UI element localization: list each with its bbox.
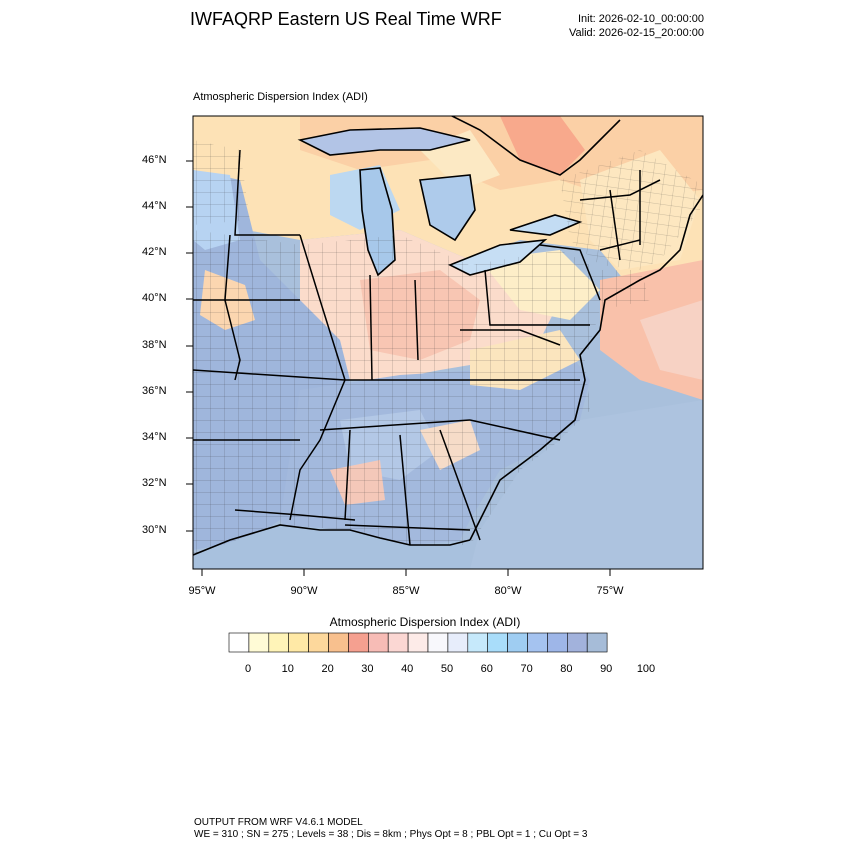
colorbar-tick-label: 20 — [321, 663, 334, 675]
colorbar-box — [527, 632, 548, 653]
colorbar-box — [308, 632, 329, 653]
colorbar-tick-label: 50 — [440, 663, 454, 675]
colorbar-box — [566, 632, 588, 653]
lon-label: 80°W — [494, 585, 522, 597]
colorbar-box — [367, 632, 389, 653]
lon-label: 95°W — [188, 585, 216, 597]
colorbar-tick-label: 10 — [281, 663, 294, 675]
colorbar-box — [228, 632, 250, 653]
lat-ticks — [186, 160, 193, 532]
colorbar-box — [268, 632, 289, 653]
colorbar-title: Atmospheric Dispersion Index (ADI) — [329, 615, 521, 629]
colorbar-tick-label: 40 — [401, 663, 414, 675]
colorbar-box — [447, 632, 469, 653]
colorbar-box — [348, 632, 369, 653]
lon-label: 90°W — [290, 585, 318, 597]
colorbar-box — [387, 632, 409, 653]
colorbar-tick-label: 80 — [560, 663, 573, 675]
footer-model-line: OUTPUT FROM WRF V4.6.1 MODEL — [194, 817, 363, 828]
coastlines — [193, 116, 703, 556]
gulf-water — [193, 525, 470, 569]
colorbar-box — [407, 632, 429, 653]
valid-time: Valid: 2026-02-15_20:00:00 — [569, 27, 704, 39]
colorbar-box — [427, 632, 449, 653]
lat-label: 44°N — [142, 200, 167, 212]
colorbar-box — [586, 632, 608, 653]
lat-label: 32°N — [142, 477, 167, 489]
colorbar-box — [248, 632, 270, 653]
lon-label: 75°W — [596, 585, 624, 597]
map-field — [193, 116, 703, 569]
colorbar-box — [288, 632, 309, 653]
lat-label: 40°N — [142, 292, 167, 304]
colorbar-box — [547, 632, 568, 653]
lat-label: 34°N — [142, 431, 167, 443]
lake-superior — [300, 128, 470, 155]
main-title: IWFAQRP Eastern US Real Time WRF — [190, 9, 502, 29]
colorbar-tick-label: 90 — [600, 663, 613, 675]
atlantic-pink — [640, 300, 703, 380]
footer-config-line: WE = 310 ; SN = 275 ; Levels = 38 ; Dis … — [194, 829, 588, 840]
lat-label: 42°N — [142, 246, 167, 258]
colorbar-tick-label: 0 — [244, 663, 252, 675]
lat-label: 38°N — [142, 339, 167, 351]
colorbar-tick-label: 70 — [520, 663, 533, 675]
state-borders — [193, 149, 641, 546]
colorbar — [228, 632, 608, 653]
map-subtitle: Atmospheric Dispersion Index (ADI) — [193, 91, 368, 103]
county-grid-mn — [193, 140, 250, 225]
lon-label: 85°W — [392, 585, 420, 597]
lat-label: 46°N — [142, 154, 167, 166]
county-grid — [193, 230, 650, 555]
map-frame — [192, 115, 704, 570]
lat-label: 30°N — [142, 524, 167, 536]
lon-ticks — [201, 569, 611, 576]
lat-label: 36°N — [142, 385, 167, 397]
colorbar-tick-label: 60 — [480, 663, 493, 675]
colorbar-tick-label: 100 — [636, 663, 656, 675]
colorbar-box — [487, 632, 508, 653]
lake-huron — [420, 175, 475, 240]
colorbar-box — [507, 632, 528, 653]
county-grid-ne — [560, 150, 703, 270]
colorbar-box — [467, 632, 488, 653]
colorbar-tick-label: 30 — [361, 663, 374, 675]
init-time: Init: 2026-02-10_00:00:00 — [578, 13, 704, 25]
atlantic-water — [470, 400, 703, 569]
colorbar-box — [328, 632, 349, 653]
lake-ontario — [510, 215, 580, 235]
